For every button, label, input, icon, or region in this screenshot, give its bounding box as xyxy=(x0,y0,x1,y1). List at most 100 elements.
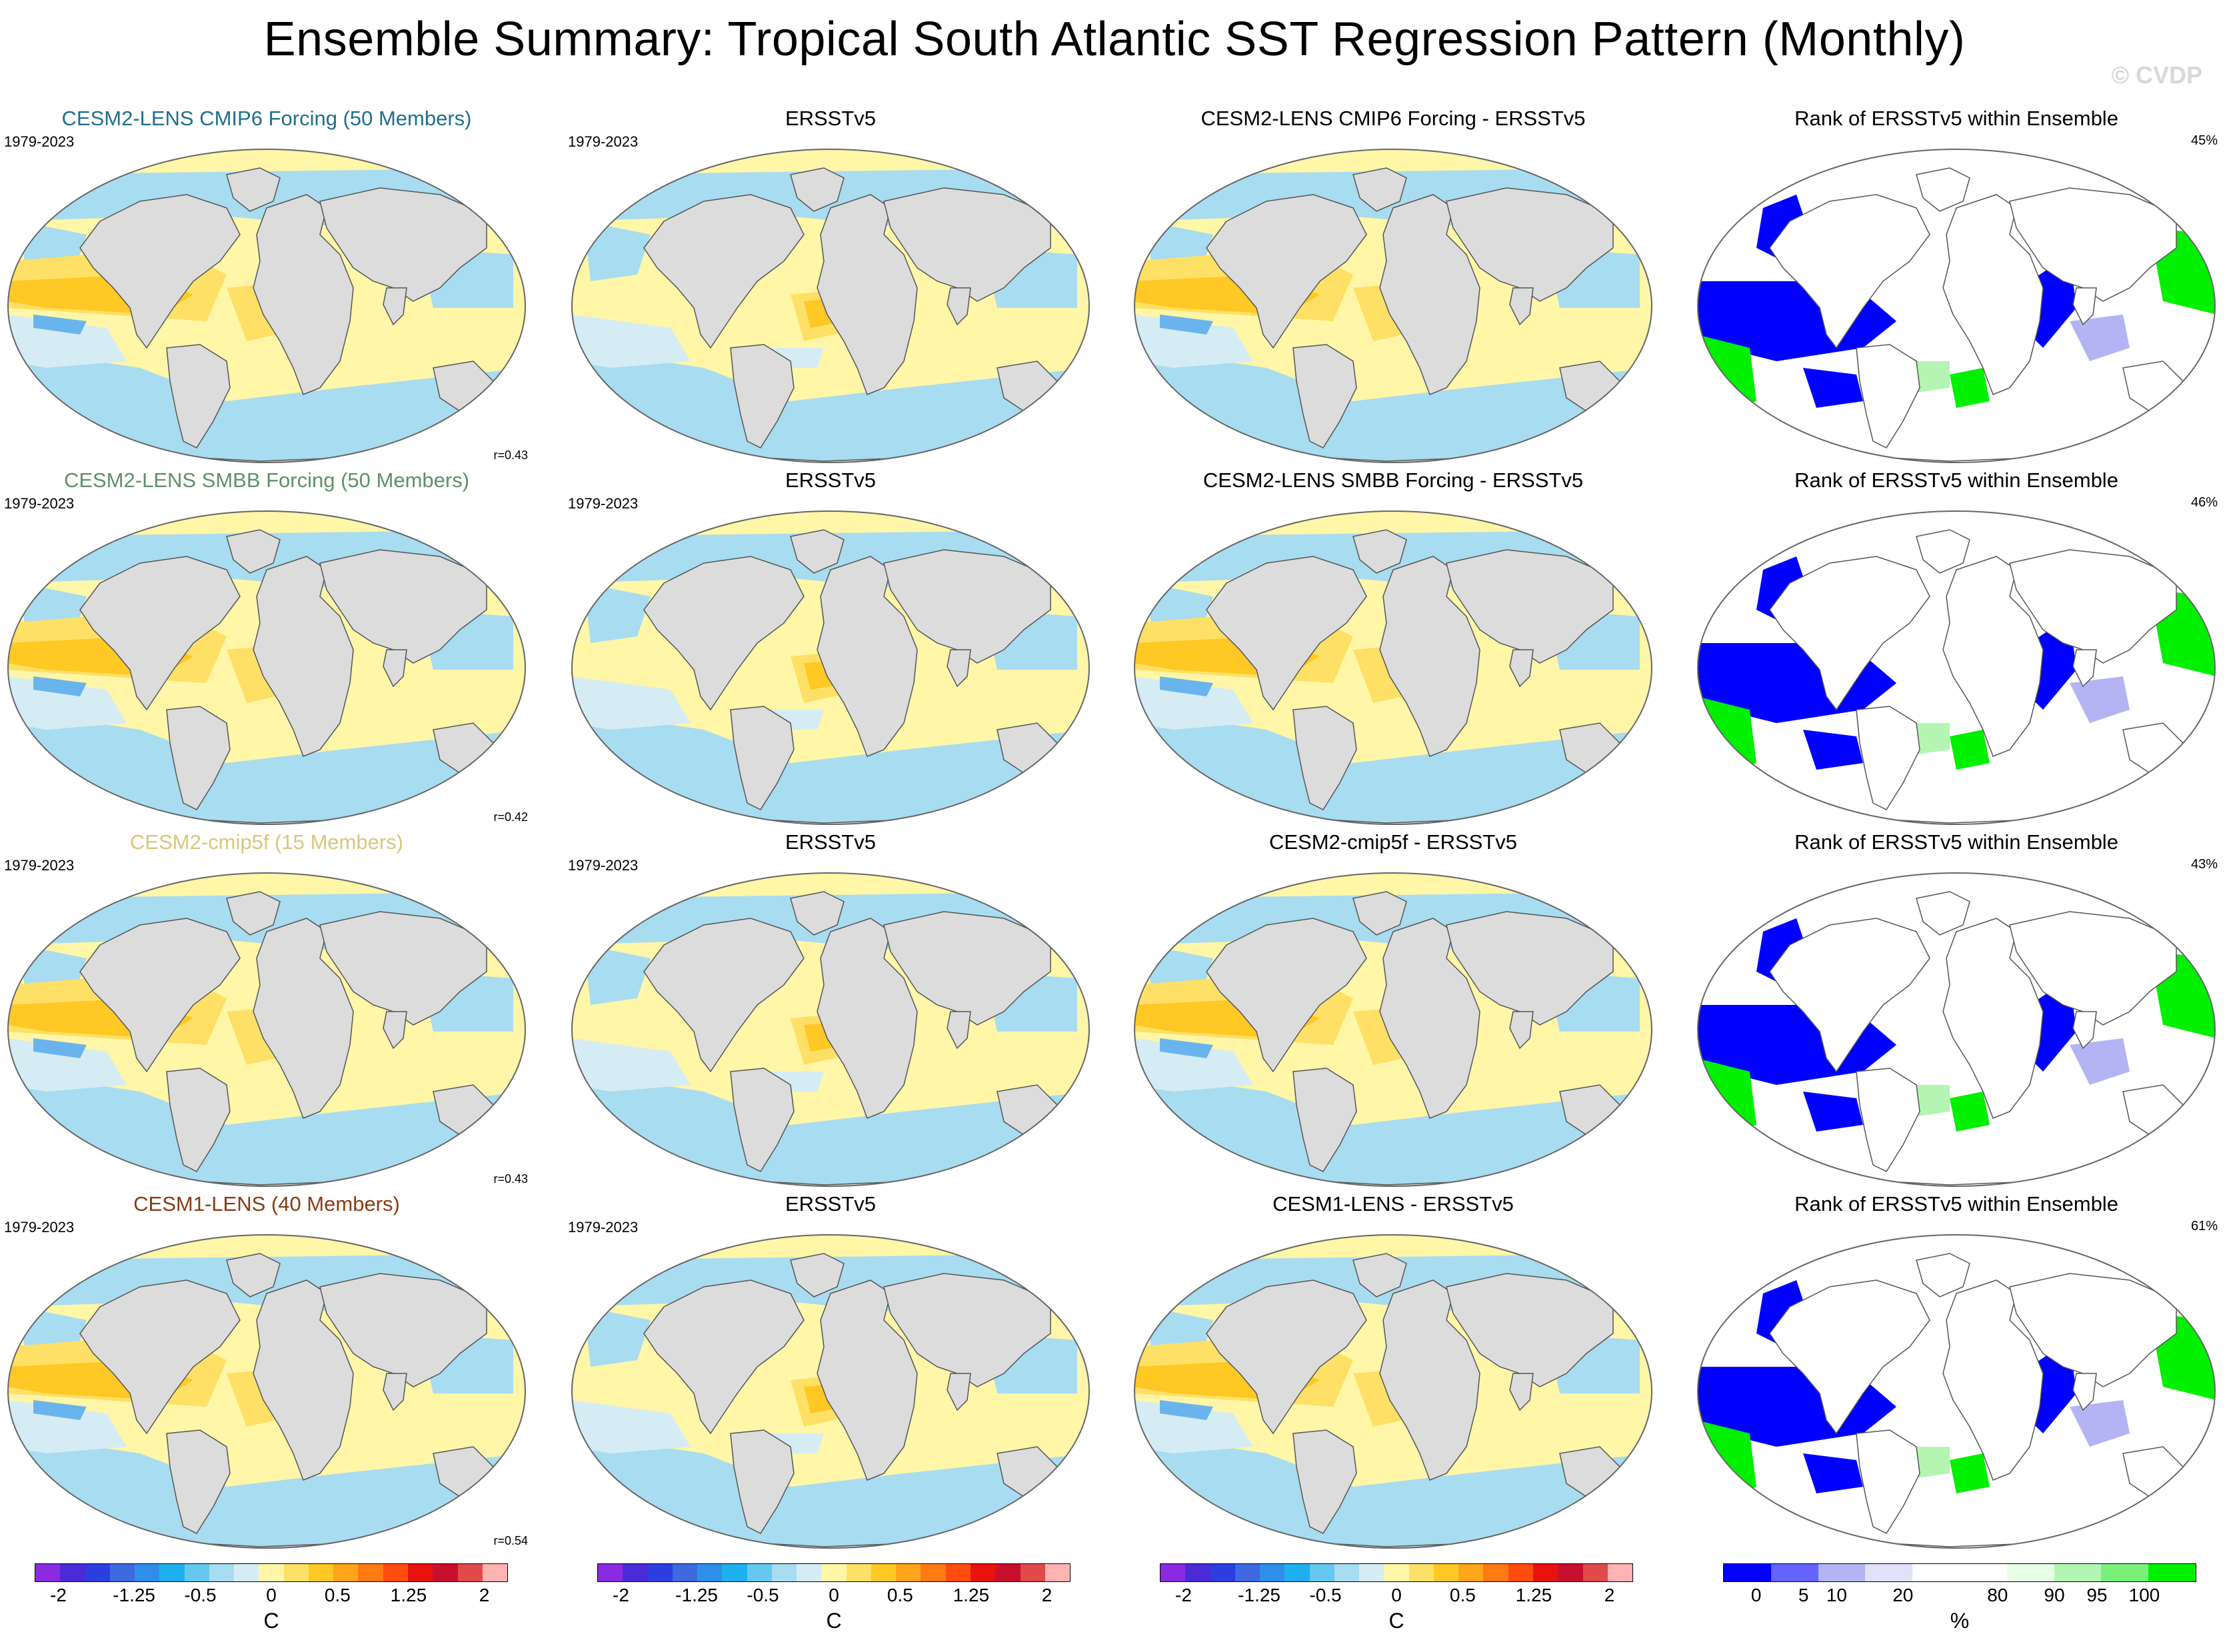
continent-india xyxy=(383,1011,407,1050)
continent-greenland xyxy=(790,167,845,212)
colorbar-swatch xyxy=(1309,1564,1334,1581)
continent-asia xyxy=(319,549,487,664)
colorbar-swatch xyxy=(647,1564,673,1581)
sst-colorbar: -2 -1.25 -0.5 0 0.5 1.25 2 C xyxy=(597,1563,1071,1643)
sst-colorbar: -2 -1.25 -0.5 0 0.5 1.25 2 C xyxy=(1160,1563,1633,1643)
continent-asia xyxy=(883,1273,1051,1387)
continent-india xyxy=(383,1373,407,1411)
colorbar-tick-label: 2 xyxy=(1041,1585,1053,1605)
colorbar-tick-label: 100 xyxy=(2128,1585,2160,1605)
obs-map xyxy=(571,872,1090,1187)
continent-asia xyxy=(1446,1273,1614,1387)
panel-period: 1979-2023 xyxy=(4,1219,75,1236)
continent-southAmerica xyxy=(1856,706,1920,810)
colorbar-swatch xyxy=(1865,1564,1913,1581)
continent-northAmerica xyxy=(643,194,805,349)
continent-southAmerica xyxy=(1856,1068,1920,1172)
diff-map xyxy=(1134,149,1652,463)
colorbar-tick-label: 1.25 xyxy=(1515,1585,1552,1605)
colorbar-swatch xyxy=(1384,1564,1409,1581)
continent-greenland xyxy=(1352,891,1407,936)
colorbar-swatch xyxy=(358,1564,383,1581)
continent-asia xyxy=(883,911,1051,1026)
model-panel: CESM1-LENS (40 Members) 1979-2023 r=0.54 xyxy=(0,1192,533,1552)
colorbar-swatch xyxy=(1607,1564,1633,1581)
rank-map xyxy=(1697,1234,2216,1549)
panel-period: 1979-2023 xyxy=(568,495,639,512)
colorbar-swatch xyxy=(383,1564,408,1581)
colorbar-swatch xyxy=(35,1564,61,1581)
continent-northAmerica xyxy=(1769,918,1930,1073)
colorbar-swatch xyxy=(283,1564,309,1581)
colorbar-swatch xyxy=(209,1564,235,1581)
colorbar-swatch xyxy=(1508,1564,1533,1581)
obs-panel: ERSSTv5 1979-2023 xyxy=(564,107,1097,466)
continent-africaEurope xyxy=(1942,918,2044,1119)
pattern-correlation: r=0.54 xyxy=(493,1534,528,1547)
colorbar-swatch xyxy=(1185,1564,1210,1581)
continent-india xyxy=(383,287,407,326)
continent-asia xyxy=(1446,187,1614,302)
colorbar-swatch xyxy=(970,1564,996,1581)
diff-panel: CESM2-LENS CMIP6 Forcing - ERSSTv5 xyxy=(1126,107,1660,466)
continent-southAmerica xyxy=(166,1429,231,1534)
continent-asia xyxy=(2009,549,2177,664)
continent-greenland xyxy=(226,167,281,212)
continent-asia xyxy=(1446,549,1614,664)
continent-greenland xyxy=(790,891,845,936)
continent-india xyxy=(2072,1011,2097,1050)
colorbar-swatch xyxy=(407,1564,433,1581)
colorbar-tick-label: 0 xyxy=(829,1585,839,1605)
colorbar-swatch xyxy=(921,1564,946,1581)
colorbar-tick-label: 0 xyxy=(1750,1585,1762,1605)
colorbar-tick-label: -2 xyxy=(50,1585,67,1605)
colorbar-unit: % xyxy=(1950,1609,1970,1633)
panel-title: ERSSTv5 xyxy=(785,468,877,492)
continent-india xyxy=(383,649,407,688)
model-map xyxy=(7,872,526,1187)
continent-southAmerica xyxy=(166,1068,231,1172)
obs-panel: ERSSTv5 1979-2023 xyxy=(564,468,1097,828)
colorbar-tick-label: -0.5 xyxy=(184,1585,217,1605)
continent-southAmerica xyxy=(166,344,231,448)
continent-india xyxy=(2072,287,2097,326)
panel-title: ERSSTv5 xyxy=(785,830,877,854)
colorbar-swatch xyxy=(2101,1564,2149,1581)
obs-panel: ERSSTv5 1979-2023 xyxy=(564,830,1097,1190)
obs-map xyxy=(571,149,1090,463)
continent-asia xyxy=(2009,187,2177,302)
continent-northAmerica xyxy=(643,918,805,1073)
rank-panel: Rank of ERSSTv5 within Ensemble 61% xyxy=(1690,1192,2223,1552)
pattern-correlation: r=0.42 xyxy=(493,810,528,824)
colorbar-swatch xyxy=(1160,1564,1186,1581)
continent-india xyxy=(2072,1373,2097,1411)
colorbar-swatch xyxy=(1334,1564,1360,1581)
colorbar-tick-label: -0.5 xyxy=(1309,1585,1342,1605)
colorbar-swatch xyxy=(821,1564,847,1581)
continent-northAmerica xyxy=(1206,194,1367,349)
colorbar-tick-label: 0.5 xyxy=(887,1585,913,1605)
panel-title: CESM1-LENS - ERSSTv5 xyxy=(1272,1192,1514,1216)
rank-map xyxy=(1697,149,2216,463)
continent-africaEurope xyxy=(1942,194,2044,395)
obs-map xyxy=(571,510,1090,825)
panel-title: CESM2-LENS CMIP6 Forcing (50 Members) xyxy=(61,107,472,130)
panel-title: ERSSTv5 xyxy=(785,107,877,130)
continent-greenland xyxy=(1916,891,1970,936)
colorbar-swatch xyxy=(1234,1564,1260,1581)
continent-africaEurope xyxy=(1942,556,2044,757)
panel-title: CESM2-LENS SMBB Forcing (50 Members) xyxy=(63,468,470,492)
colorbar-tick-label: -2 xyxy=(1175,1585,1192,1605)
continent-southAmerica xyxy=(1856,344,1920,448)
panel-period: 1979-2023 xyxy=(568,857,639,874)
continent-africaEurope xyxy=(253,1279,354,1481)
continent-asia xyxy=(883,549,1051,664)
continent-southAmerica xyxy=(1292,344,1357,448)
colorbar-swatch xyxy=(896,1564,921,1581)
continent-southAmerica xyxy=(730,706,795,810)
diff-map xyxy=(1134,510,1652,825)
rank-panel: Rank of ERSSTv5 within Ensemble 43% xyxy=(1690,830,2223,1190)
panel-title: Rank of ERSSTv5 within Ensemble xyxy=(1794,468,2118,492)
colorbar-tick-label: -1.25 xyxy=(675,1585,719,1605)
colorbar-swatch xyxy=(846,1564,871,1581)
